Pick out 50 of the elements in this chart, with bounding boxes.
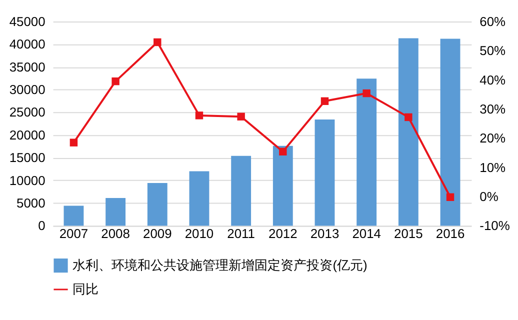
y-tick-label: 10000 bbox=[9, 172, 46, 188]
x-tick-label: 2014 bbox=[352, 226, 381, 242]
y-tick-label: 0 bbox=[38, 218, 46, 234]
bar bbox=[231, 156, 252, 226]
x-tick-label: 2013 bbox=[310, 226, 340, 242]
y2-tick-label: 20% bbox=[480, 130, 506, 146]
y2-tick-label: 60% bbox=[480, 14, 506, 29]
y-tick-label: 35000 bbox=[9, 59, 46, 74]
point bbox=[279, 148, 287, 156]
x-tick-label: 2008 bbox=[101, 226, 130, 242]
y2-tick-label: 10% bbox=[480, 160, 506, 175]
y2-tick-label: 0% bbox=[480, 189, 499, 204]
bar bbox=[189, 171, 210, 226]
bar bbox=[440, 38, 460, 226]
y2-tick-label: 30% bbox=[480, 102, 506, 117]
x-tick-label: 2009 bbox=[143, 226, 172, 242]
y-tick-label: 15000 bbox=[9, 150, 46, 166]
bar bbox=[398, 38, 418, 226]
x-tick-label: 2011 bbox=[227, 226, 255, 242]
y-tick-label: 5000 bbox=[16, 196, 46, 211]
y-tick-label: 40000 bbox=[9, 36, 46, 52]
x-tick-label: 2007 bbox=[59, 226, 88, 242]
point bbox=[195, 112, 204, 120]
point bbox=[70, 138, 78, 146]
y2-tick-label: -10% bbox=[480, 218, 510, 234]
legend-label: 同比 bbox=[72, 281, 99, 296]
y-tick-label: 45000 bbox=[9, 14, 46, 29]
bar bbox=[314, 120, 335, 226]
bar bbox=[147, 183, 168, 226]
point bbox=[362, 89, 370, 98]
y2-tick-label: 50% bbox=[480, 43, 506, 58]
bar bbox=[64, 206, 84, 226]
y-tick-label: 30000 bbox=[9, 82, 46, 98]
y-tick-label: 20000 bbox=[9, 127, 46, 142]
x-tick-label: 2016 bbox=[436, 226, 465, 242]
point bbox=[237, 112, 245, 120]
bar bbox=[272, 146, 293, 226]
bar bbox=[356, 78, 377, 226]
bar bbox=[106, 198, 126, 226]
x-tick-label: 2010 bbox=[184, 226, 214, 242]
y2-tick-label: 40% bbox=[480, 72, 506, 88]
point bbox=[446, 193, 454, 201]
point bbox=[154, 38, 162, 46]
y-tick-label: 25000 bbox=[9, 104, 46, 120]
legend-label: 水利、环境和公共设施管理新增固定资产投资(亿元) bbox=[72, 258, 368, 273]
point bbox=[320, 97, 329, 106]
x-tick-label: 2012 bbox=[268, 226, 298, 242]
point bbox=[404, 113, 412, 122]
point bbox=[112, 77, 120, 86]
x-tick-label: 2015 bbox=[394, 226, 423, 242]
